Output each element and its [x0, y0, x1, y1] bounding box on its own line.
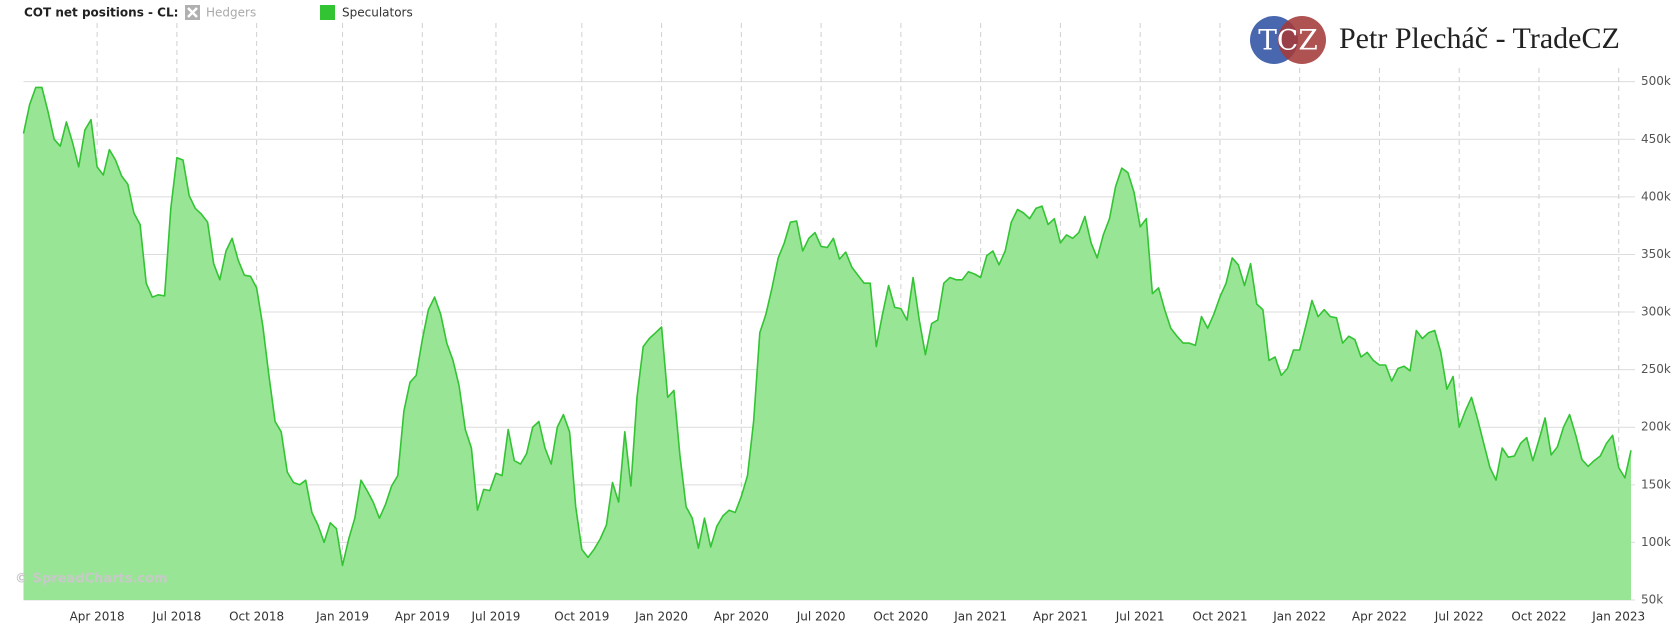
legend-title: COT net positions - CL:: [24, 6, 178, 20]
legend-label: Speculators: [342, 6, 413, 20]
watermark: © SpreadCharts.com: [15, 572, 168, 587]
x-tick-label: Oct 2022: [1511, 610, 1566, 624]
x-tick-label: Jul 2021: [1115, 610, 1165, 624]
area-fill: [23, 87, 1631, 600]
x-tick-label: Jul 2020: [796, 610, 846, 624]
x-tick-label: Jan 2020: [634, 610, 688, 624]
x-tick-label: Jan 2019: [315, 610, 369, 624]
legend-item-hedgers[interactable]: Hedgers: [185, 5, 256, 20]
logo-circle-red: [1278, 16, 1326, 64]
y-tick-label: 450k: [1641, 132, 1671, 146]
x-tick-label: Jan 2021: [953, 610, 1007, 624]
y-tick-label: 50k: [1641, 593, 1663, 607]
logo-text: TCZ: [1258, 24, 1318, 57]
y-tick-label: 350k: [1641, 247, 1671, 261]
brand-name: Petr Plecháč - TradeCZ: [1339, 22, 1620, 55]
x-tick-label: Apr 2021: [1033, 610, 1088, 624]
x-tick-label: Apr 2018: [70, 610, 125, 624]
x-tick-label: Apr 2019: [395, 610, 450, 624]
x-tick-label: Apr 2022: [1352, 610, 1407, 624]
y-tick-label: 200k: [1641, 420, 1671, 434]
x-tick-label: Jul 2022: [1434, 610, 1484, 624]
y-tick-label: 500k: [1641, 74, 1671, 88]
x-tick-label: Apr 2020: [714, 610, 769, 624]
x-tick-label: Jul 2019: [471, 610, 521, 624]
y-tick-label: 400k: [1641, 189, 1671, 203]
y-tick-label: 300k: [1641, 305, 1671, 319]
area-line: [22, 86, 1632, 567]
x-tick-label: Oct 2020: [873, 610, 928, 624]
x-tick-label: Oct 2019: [554, 610, 609, 624]
x-tick-label: Jan 2022: [1272, 610, 1326, 624]
legend-symbol: [320, 5, 335, 20]
plot: [22, 86, 1632, 600]
x-tick-label: Jan 2023: [1591, 610, 1645, 624]
legend-x-icon: [187, 7, 198, 18]
x-tick-label: Jul 2018: [151, 610, 201, 624]
y-tick-label: 250k: [1641, 362, 1671, 376]
x-tick-label: Oct 2018: [229, 610, 284, 624]
y-tick-label: 100k: [1641, 535, 1671, 549]
x-tick-label: Oct 2021: [1192, 610, 1247, 624]
legend-label: Hedgers: [206, 6, 256, 20]
legend-item-speculators[interactable]: Speculators: [320, 5, 413, 20]
y-tick-label: 150k: [1641, 477, 1671, 491]
